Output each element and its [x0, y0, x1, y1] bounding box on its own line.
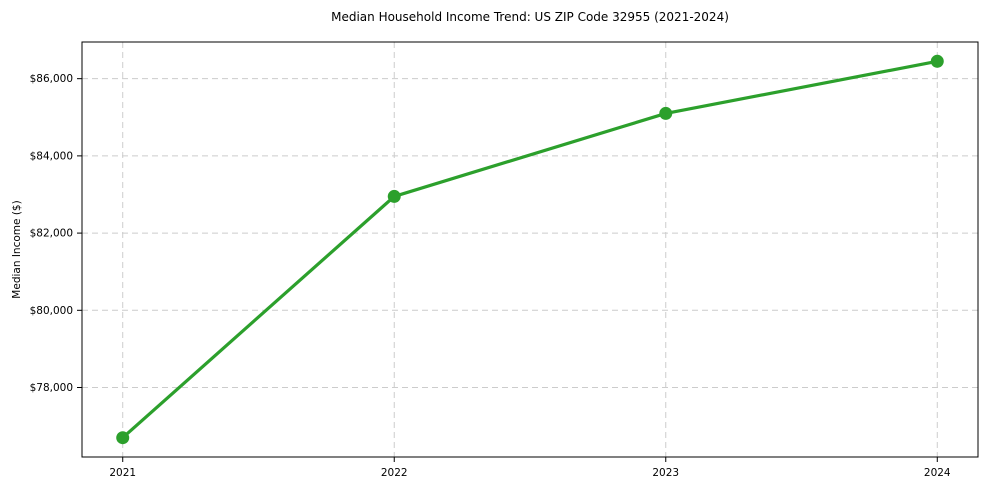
chart-title: Median Household Income Trend: US ZIP Co… [331, 10, 729, 24]
y-tick-label: $84,000 [30, 150, 73, 162]
plot-area [82, 42, 978, 457]
x-tick-label: 2022 [381, 467, 408, 479]
data-series [116, 54, 944, 445]
data-point-2024 [930, 54, 944, 68]
y-tick-label: $80,000 [30, 305, 73, 317]
y-tick-label: $86,000 [30, 73, 73, 85]
gridlines [82, 42, 978, 457]
data-point-2023 [659, 106, 673, 120]
data-point-2022 [387, 189, 401, 203]
x-tick-label: 2023 [652, 467, 679, 479]
y-tick-label: $78,000 [30, 382, 73, 394]
plot-border [81, 41, 979, 458]
x-tick-label: 2024 [924, 467, 951, 479]
x-tick-label: 2021 [109, 467, 136, 479]
y-axis-label: Median Income ($) [11, 200, 23, 298]
income-trend-line [121, 59, 939, 440]
axis-ticks: $78,000 $80,000 $82,000 $84,000 $86,000 2021 2… [30, 73, 951, 479]
y-tick-label: $82,000 [30, 228, 73, 240]
data-point-2021 [116, 431, 130, 445]
